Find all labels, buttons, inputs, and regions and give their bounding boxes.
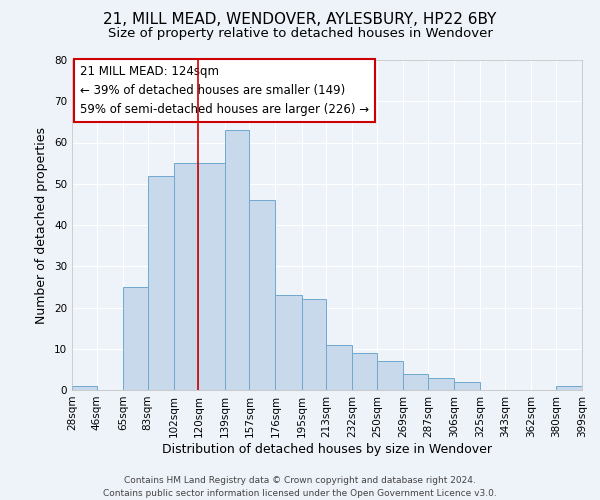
Bar (72, 386, 97, 390)
Bar (302, 299, 326, 390)
Bar (428, 378, 454, 390)
Bar (250, 200, 275, 390)
Text: Contains HM Land Registry data © Crown copyright and database right 2024.
Contai: Contains HM Land Registry data © Crown c… (103, 476, 497, 498)
Bar (454, 382, 480, 390)
Bar (556, 386, 582, 390)
Bar (352, 353, 377, 390)
Bar (123, 287, 148, 390)
Bar (326, 344, 352, 390)
Bar (275, 295, 302, 390)
Y-axis label: Number of detached properties: Number of detached properties (35, 126, 49, 324)
Bar (148, 176, 174, 390)
Text: Size of property relative to detached houses in Wendover: Size of property relative to detached ho… (107, 28, 493, 40)
Text: 21, MILL MEAD, WENDOVER, AYLESBURY, HP22 6BY: 21, MILL MEAD, WENDOVER, AYLESBURY, HP22… (103, 12, 497, 28)
X-axis label: Distribution of detached houses by size in Wendover: Distribution of detached houses by size … (162, 442, 492, 456)
Bar (403, 374, 428, 390)
Bar (224, 130, 250, 390)
Bar (199, 163, 224, 390)
Bar (174, 163, 199, 390)
Bar (377, 361, 403, 390)
Text: 21 MILL MEAD: 124sqm
← 39% of detached houses are smaller (149)
59% of semi-deta: 21 MILL MEAD: 124sqm ← 39% of detached h… (80, 65, 369, 116)
